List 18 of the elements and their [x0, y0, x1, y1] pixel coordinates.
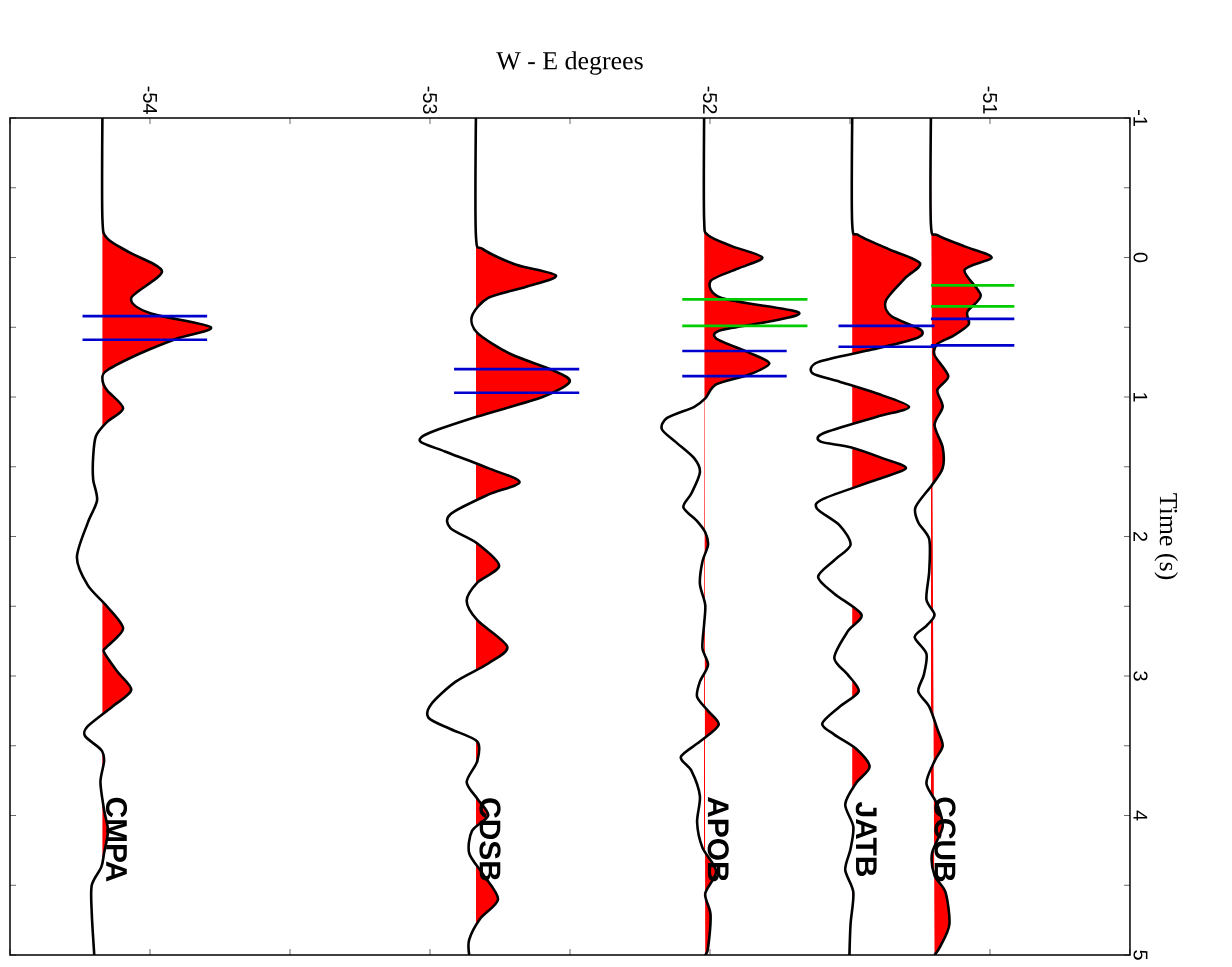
text: JATB — [855, 802, 877, 877]
x-tick-label: -51 — [983, 86, 997, 114]
y-tick-label: -1 — [1133, 110, 1148, 126]
y-tick-label: 5 — [1133, 950, 1148, 960]
y-tick-label: 1 — [1133, 392, 1148, 402]
text: CDSB — [479, 798, 501, 881]
text: CMPA — [105, 797, 128, 882]
x-axis-title: W - E degrees — [496, 51, 643, 75]
x-tick-label: -52 — [702, 86, 718, 114]
text: CCUB — [934, 797, 956, 882]
text: APOB — [707, 797, 729, 882]
x-tick-label: -54 — [143, 86, 157, 114]
y-tick-label: 4 — [1133, 810, 1148, 821]
y-tick-label: 0 — [1133, 252, 1148, 263]
y-tick-label: 2 — [1133, 531, 1148, 542]
y-tick-label: 3 — [1133, 671, 1148, 681]
x-tick-label: -53 — [422, 86, 438, 114]
y-axis-title: Time (s) — [1154, 493, 1178, 580]
